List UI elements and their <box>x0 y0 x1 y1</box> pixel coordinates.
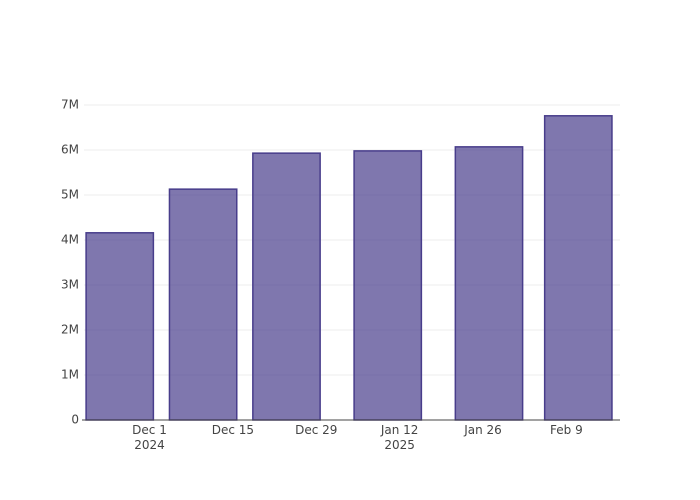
y-tick-label: 7M <box>61 98 79 112</box>
x-tick-label: Dec 29 <box>295 423 337 437</box>
y-tick-label: 0 <box>71 413 79 427</box>
x-tick-label-line: 2024 <box>134 438 165 452</box>
bar <box>252 152 321 421</box>
axis-layer: 0 1M 2M 3M 4M 5M 6M 7M Dec 1 2024 Dec 15 Dec 29 Jan … <box>61 98 620 452</box>
x-tick-label-line: Dec 15 <box>212 423 254 437</box>
bar <box>85 232 155 421</box>
bar <box>454 146 524 421</box>
x-tick-label-line: 2025 <box>384 438 415 452</box>
x-tick-label-line: Jan 26 <box>463 423 502 437</box>
y-tick-label: 6M <box>61 143 79 157</box>
x-tick-label: Feb 9 <box>550 423 583 437</box>
bar <box>168 188 238 421</box>
bar-layer <box>85 115 613 421</box>
x-tick-label-line: Jan 12 <box>380 423 419 437</box>
x-tick-label: Dec 1 2024 <box>132 423 167 452</box>
y-tick-label: 1M <box>61 368 79 382</box>
x-tick-label-line: Feb 9 <box>550 423 583 437</box>
y-tick-label: 2M <box>61 323 79 337</box>
x-tick-label: Jan 12 2025 <box>380 423 419 452</box>
bar <box>543 115 613 421</box>
y-tick-label: 5M <box>61 188 79 202</box>
x-tick-label-line: Dec 1 <box>132 423 167 437</box>
x-tick-label: Dec 15 <box>212 423 254 437</box>
x-tick-label: Jan 26 <box>463 423 502 437</box>
y-tick-label: 4M <box>61 233 79 247</box>
y-tick-label: 3M <box>61 278 79 292</box>
x-tick-label-line: Dec 29 <box>295 423 337 437</box>
bar <box>353 150 423 421</box>
grid-layer <box>84 104 620 421</box>
